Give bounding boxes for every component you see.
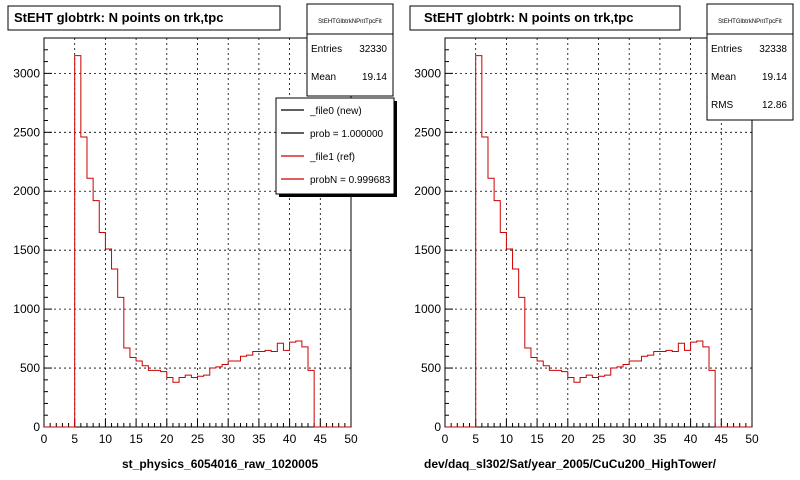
y-tick-label: 2500 <box>414 125 441 139</box>
plot-frame <box>444 37 753 428</box>
left-title: StEHT globtrk: N points on trk,tpc <box>14 10 223 25</box>
x-tick-label: 20 <box>160 432 174 446</box>
x-tick-label: 5 <box>472 432 479 446</box>
stats-value: 12.86 <box>762 100 787 111</box>
x-tick-label: 50 <box>344 432 358 446</box>
stats-label: Mean <box>711 72 736 83</box>
y-tick-label: 1500 <box>13 243 40 257</box>
y-tick-label: 2500 <box>13 125 40 139</box>
stats-name: StEHTGlbtrkNPntTpcFit <box>318 19 382 25</box>
x-tick-label: 30 <box>623 432 637 446</box>
x-tick-label: 10 <box>99 432 113 446</box>
x-tick-label: 15 <box>530 432 544 446</box>
legend-box <box>275 97 395 195</box>
x-tick-label: 15 <box>129 432 143 446</box>
stats-label: RMS <box>711 100 734 111</box>
right-histogram-panel: StEHT globtrk: N points on trk,tpc 0 5 10 1… <box>409 3 794 471</box>
x-tick-label: 25 <box>191 432 205 446</box>
y-tick-label: 3000 <box>13 66 40 80</box>
x-tick-label: 20 <box>561 432 575 446</box>
x-tick-label: 25 <box>592 432 606 446</box>
x-tick-label: 0 <box>41 432 48 446</box>
y-tick-label: 500 <box>20 361 40 375</box>
x-tick-label: 5 <box>71 432 78 446</box>
y-tick-label: 1500 <box>414 243 441 257</box>
right-title: StEHT globtrk: N points on trk,tpc <box>424 10 633 25</box>
stats-box <box>306 3 394 97</box>
x-tick-label: 50 <box>745 432 759 446</box>
x-tick-label: 40 <box>283 432 297 446</box>
x-tick-label: 35 <box>653 432 667 446</box>
histogram-series-line <box>44 55 351 428</box>
x-tick-label: 45 <box>715 432 729 446</box>
y-tick-label: 0 <box>434 420 441 434</box>
legend-label: probN = 0.999683 <box>310 175 391 186</box>
legend-label: _file0 (new) <box>309 106 362 117</box>
stats-label: Entries <box>311 44 342 55</box>
stats-value: 19.14 <box>362 72 387 83</box>
left-x-axis-label: st_physics_6054016_raw_1020005 <box>122 457 318 471</box>
legend-entries: _file0 (new) prob = 1.000000 _file1 (ref) p… <box>281 106 391 186</box>
x-tick-label: 35 <box>252 432 266 446</box>
stats-label: Mean <box>311 72 336 83</box>
y-tick-label: 2000 <box>414 184 441 198</box>
stats-name: StEHTGlbtrkNPntTpcFit <box>718 19 782 25</box>
stats-value: 19.14 <box>762 72 787 83</box>
left-histogram-panel: StEHT globtrk: N points on trk,tpc 0 5 10 1… <box>7 3 397 471</box>
y-tick-label: 2000 <box>13 184 40 198</box>
stats-value: 32330 <box>359 44 387 55</box>
y-tick-label: 500 <box>421 361 441 375</box>
right-title-box <box>409 5 681 31</box>
right-x-axis-label: dev/daq_sl302/Sat/year_2005/CuCu200_High… <box>424 457 717 471</box>
x-tick-label: 40 <box>684 432 698 446</box>
x-tick-label: 10 <box>500 432 514 446</box>
stats-box <box>706 3 794 121</box>
legend-label: prob = 1.000000 <box>310 129 384 140</box>
legend-label: _file1 (ref) <box>309 152 355 163</box>
y-tick-label: 0 <box>33 420 40 434</box>
left-title-box <box>7 5 281 31</box>
histogram-series-line <box>445 55 752 428</box>
x-tick-label: 0 <box>442 432 449 446</box>
x-tick-label: 30 <box>222 432 236 446</box>
x-tick-label: 45 <box>314 432 328 446</box>
y-tick-label: 3000 <box>414 66 441 80</box>
stats-value: 32338 <box>759 44 787 55</box>
y-tick-label: 1000 <box>414 302 441 316</box>
y-tick-label: 1000 <box>13 302 40 316</box>
stats-label: Entries <box>711 44 742 55</box>
